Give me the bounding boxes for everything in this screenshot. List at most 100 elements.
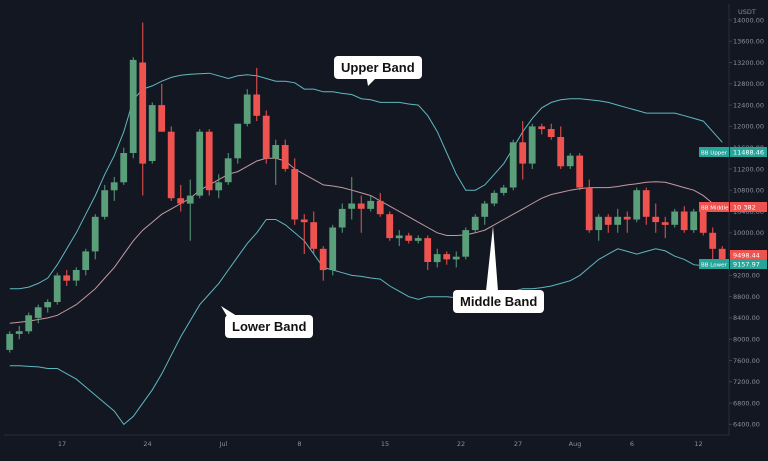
- candle-body-up: [129, 59, 137, 153]
- y-tick-label: 12000.00: [733, 123, 764, 131]
- candle: [614, 208, 622, 233]
- price-tag: BB Middle 10 382: [699, 202, 767, 212]
- price-tag-label: BB Lower: [701, 262, 728, 268]
- candle: [528, 123, 536, 169]
- candle: [471, 214, 479, 233]
- price-tag-label: BB Middle: [701, 205, 729, 211]
- candle-body-up: [395, 235, 403, 239]
- candle: [547, 123, 555, 140]
- x-tick-label: 17: [58, 440, 66, 448]
- candle: [538, 123, 546, 135]
- candle-body-up: [500, 187, 508, 193]
- candle-body-up: [224, 158, 232, 183]
- candle-body-up: [234, 123, 242, 159]
- x-tick-label: 22: [457, 440, 465, 448]
- candle-body-up: [671, 211, 679, 225]
- candle-body-down: [519, 142, 527, 164]
- price-tag-label-box: [699, 147, 729, 157]
- price-tag-label-box: [699, 259, 729, 269]
- candle-body-up: [481, 203, 489, 217]
- candle: [110, 176, 118, 201]
- candle: [357, 195, 365, 233]
- candle: [272, 139, 280, 185]
- candle: [367, 195, 375, 212]
- candle-body-up: [44, 302, 52, 308]
- candle: [519, 121, 527, 180]
- candle-body-up: [25, 315, 33, 332]
- candle: [509, 139, 517, 191]
- y-tick-label: 6400.00: [733, 421, 760, 429]
- candle: [291, 158, 299, 225]
- y-tick-label: 7600.00: [733, 357, 760, 365]
- y-tick-label: 10000.00: [733, 229, 764, 237]
- candle: [72, 267, 80, 287]
- y-tick-label: 9200.00: [733, 272, 760, 280]
- candle-body-down: [699, 211, 707, 233]
- candle-body-down: [310, 222, 318, 249]
- candle-body-down: [652, 216, 660, 223]
- candle: [15, 325, 23, 340]
- candle: [129, 57, 137, 159]
- y-tick-label: 8400.00: [733, 314, 760, 322]
- candle-body-down: [291, 169, 299, 220]
- candle: [300, 214, 308, 255]
- candle: [652, 203, 660, 233]
- price-tag-label: BB Upper: [701, 150, 728, 156]
- candle-body-up: [414, 238, 422, 241]
- candle-body-up: [91, 216, 99, 252]
- candle: [158, 83, 166, 132]
- x-tick-label: 6: [630, 440, 634, 448]
- candle: [376, 192, 384, 217]
- candles: [6, 22, 726, 353]
- candle: [319, 246, 327, 281]
- y-tick-label: 8800.00: [733, 293, 760, 301]
- candle: [642, 187, 650, 225]
- price-tag-value: 10 382: [733, 203, 756, 211]
- candle-body-down: [538, 126, 546, 130]
- candle: [500, 184, 508, 196]
- candle-body-up: [53, 275, 61, 302]
- candle-body-up: [595, 216, 603, 231]
- candle-body-down: [262, 115, 270, 159]
- price-tag-label-box: [699, 202, 729, 212]
- lower-band-callout: Lower Band: [225, 315, 314, 338]
- price-tag: 9498.44: [730, 250, 767, 260]
- candle: [234, 123, 242, 164]
- candle-body-up: [329, 227, 337, 271]
- candle: [595, 214, 603, 241]
- middle-band-line: [9, 157, 723, 324]
- candle: [443, 251, 451, 265]
- candle: [386, 211, 394, 241]
- lower-band-callout-label: Lower Band: [232, 319, 307, 334]
- y-unit-label: USDT: [738, 8, 756, 16]
- candle-body-down: [547, 129, 555, 137]
- y-tick-label: 13200.00: [733, 59, 764, 67]
- candle: [53, 272, 61, 305]
- candle-body-up: [528, 126, 536, 164]
- candle: [405, 232, 413, 244]
- candle: [604, 214, 612, 233]
- candle: [167, 126, 175, 201]
- candle-body-down: [680, 211, 688, 231]
- candle-body-down: [623, 216, 631, 220]
- candle-body-up: [215, 182, 223, 191]
- candle: [329, 224, 337, 276]
- candle: [253, 67, 261, 122]
- candle: [490, 190, 498, 207]
- candle: [585, 179, 593, 233]
- y-tick-label: 12400.00: [733, 101, 764, 109]
- candle: [262, 110, 270, 164]
- middle-band-callout-label: Middle Band: [460, 294, 538, 309]
- candle-body-down: [642, 190, 650, 217]
- y-tick-label: 7200.00: [733, 378, 760, 386]
- price-tag-value: 9498.44: [733, 251, 760, 259]
- candle-body-up: [614, 216, 622, 225]
- candle-body-up: [338, 208, 346, 228]
- candle-body-down: [319, 248, 327, 271]
- candle: [452, 251, 460, 268]
- candle-body-down: [300, 219, 308, 223]
- candle: [101, 184, 109, 220]
- candle: [566, 152, 574, 169]
